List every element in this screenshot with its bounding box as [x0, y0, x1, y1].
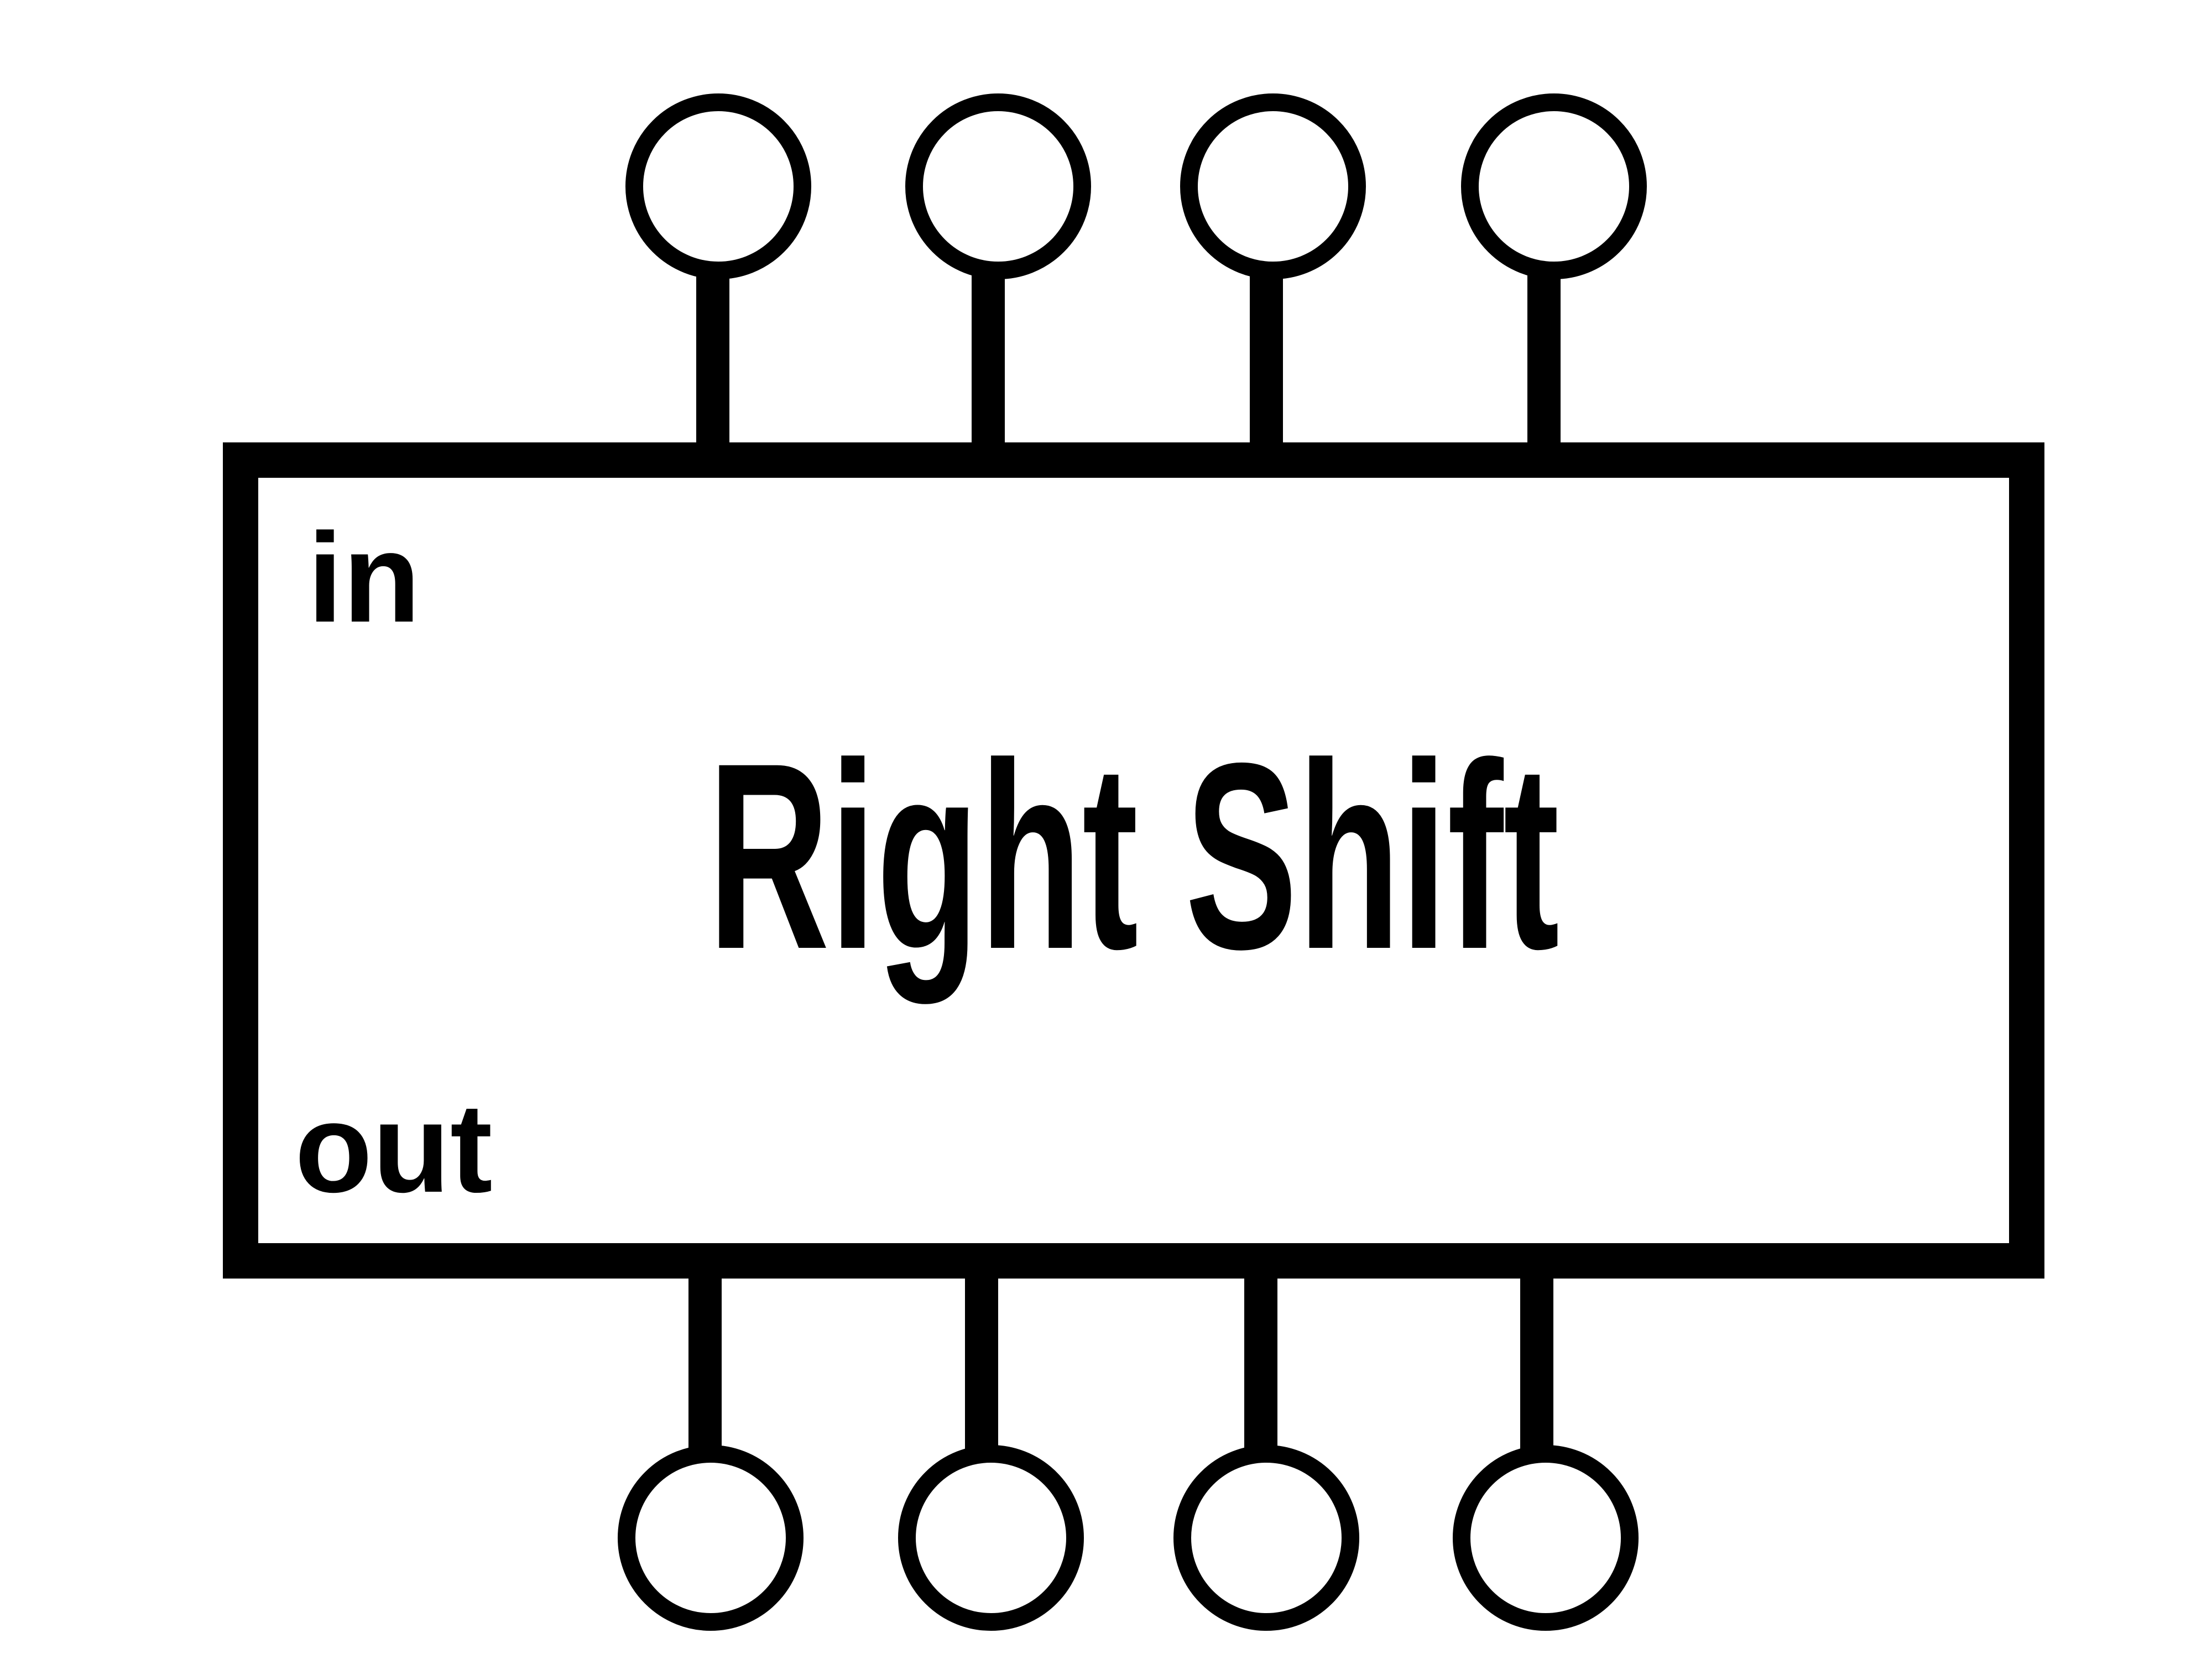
input-pins	[625, 93, 1647, 455]
input-pin-4[interactable]	[1461, 93, 1647, 455]
output-label: out	[295, 1077, 493, 1219]
output-pin-2[interactable]	[898, 1272, 1084, 1631]
component-title: Right Shift	[708, 707, 1559, 1006]
output-pins	[618, 1272, 1639, 1631]
input-pin-1[interactable]	[625, 93, 811, 455]
input-label: in	[307, 507, 420, 649]
output-pin-1[interactable]	[618, 1272, 804, 1631]
input-pin-3[interactable]	[1180, 93, 1366, 455]
output-pin-3[interactable]	[1173, 1272, 1359, 1631]
input-pin-2[interactable]	[905, 93, 1091, 455]
component-box[interactable]	[223, 442, 2044, 1279]
output-pin-4[interactable]	[1453, 1272, 1639, 1631]
